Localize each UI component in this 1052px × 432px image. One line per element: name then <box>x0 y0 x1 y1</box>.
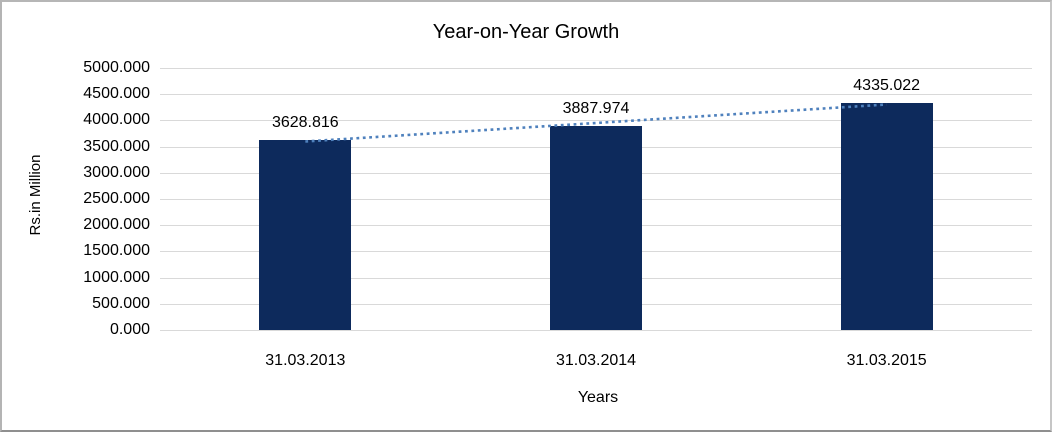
bar-data-label: 3628.816 <box>271 113 339 131</box>
y-tick-label: 2000.000 <box>83 216 150 234</box>
y-tick-label: 1000.000 <box>83 268 150 286</box>
y-tick-label: 0.000 <box>109 321 150 338</box>
y-tick-label: 2500.000 <box>83 190 150 207</box>
y-tick-label: 4000.000 <box>83 111 150 129</box>
y-tick-label: 1500.000 <box>83 242 150 260</box>
y-tick-label: 4500.000 <box>83 85 150 103</box>
chart-title: Year-on-Year Growth <box>432 21 620 43</box>
gridline <box>160 68 1032 69</box>
y-tick-label: 5000.000 <box>83 59 150 76</box>
bar-31.03.2013 <box>259 139 352 330</box>
bar-data-label: 4335.022 <box>853 76 921 94</box>
x-tick-label: 31.03.2015 <box>846 352 927 369</box>
x-tick-label: 31.03.2014 <box>555 352 637 369</box>
bar-31.03.2014 <box>550 126 642 330</box>
bar-31.03.2015 <box>840 102 933 330</box>
y-tick-label: 500.000 <box>92 294 150 312</box>
x-axis-title: Years <box>577 389 619 406</box>
bar-data-label: 3887.974 <box>562 100 630 118</box>
gridline <box>160 330 1032 331</box>
y-tick-label: 3000.000 <box>83 163 150 181</box>
x-tick-label: 31.03.2013 <box>265 352 346 369</box>
plot-area: 3628.816 3887.974 4335.022 <box>160 68 1032 331</box>
y-tick-label: 3500.000 <box>83 137 150 155</box>
gridline <box>160 94 1032 96</box>
